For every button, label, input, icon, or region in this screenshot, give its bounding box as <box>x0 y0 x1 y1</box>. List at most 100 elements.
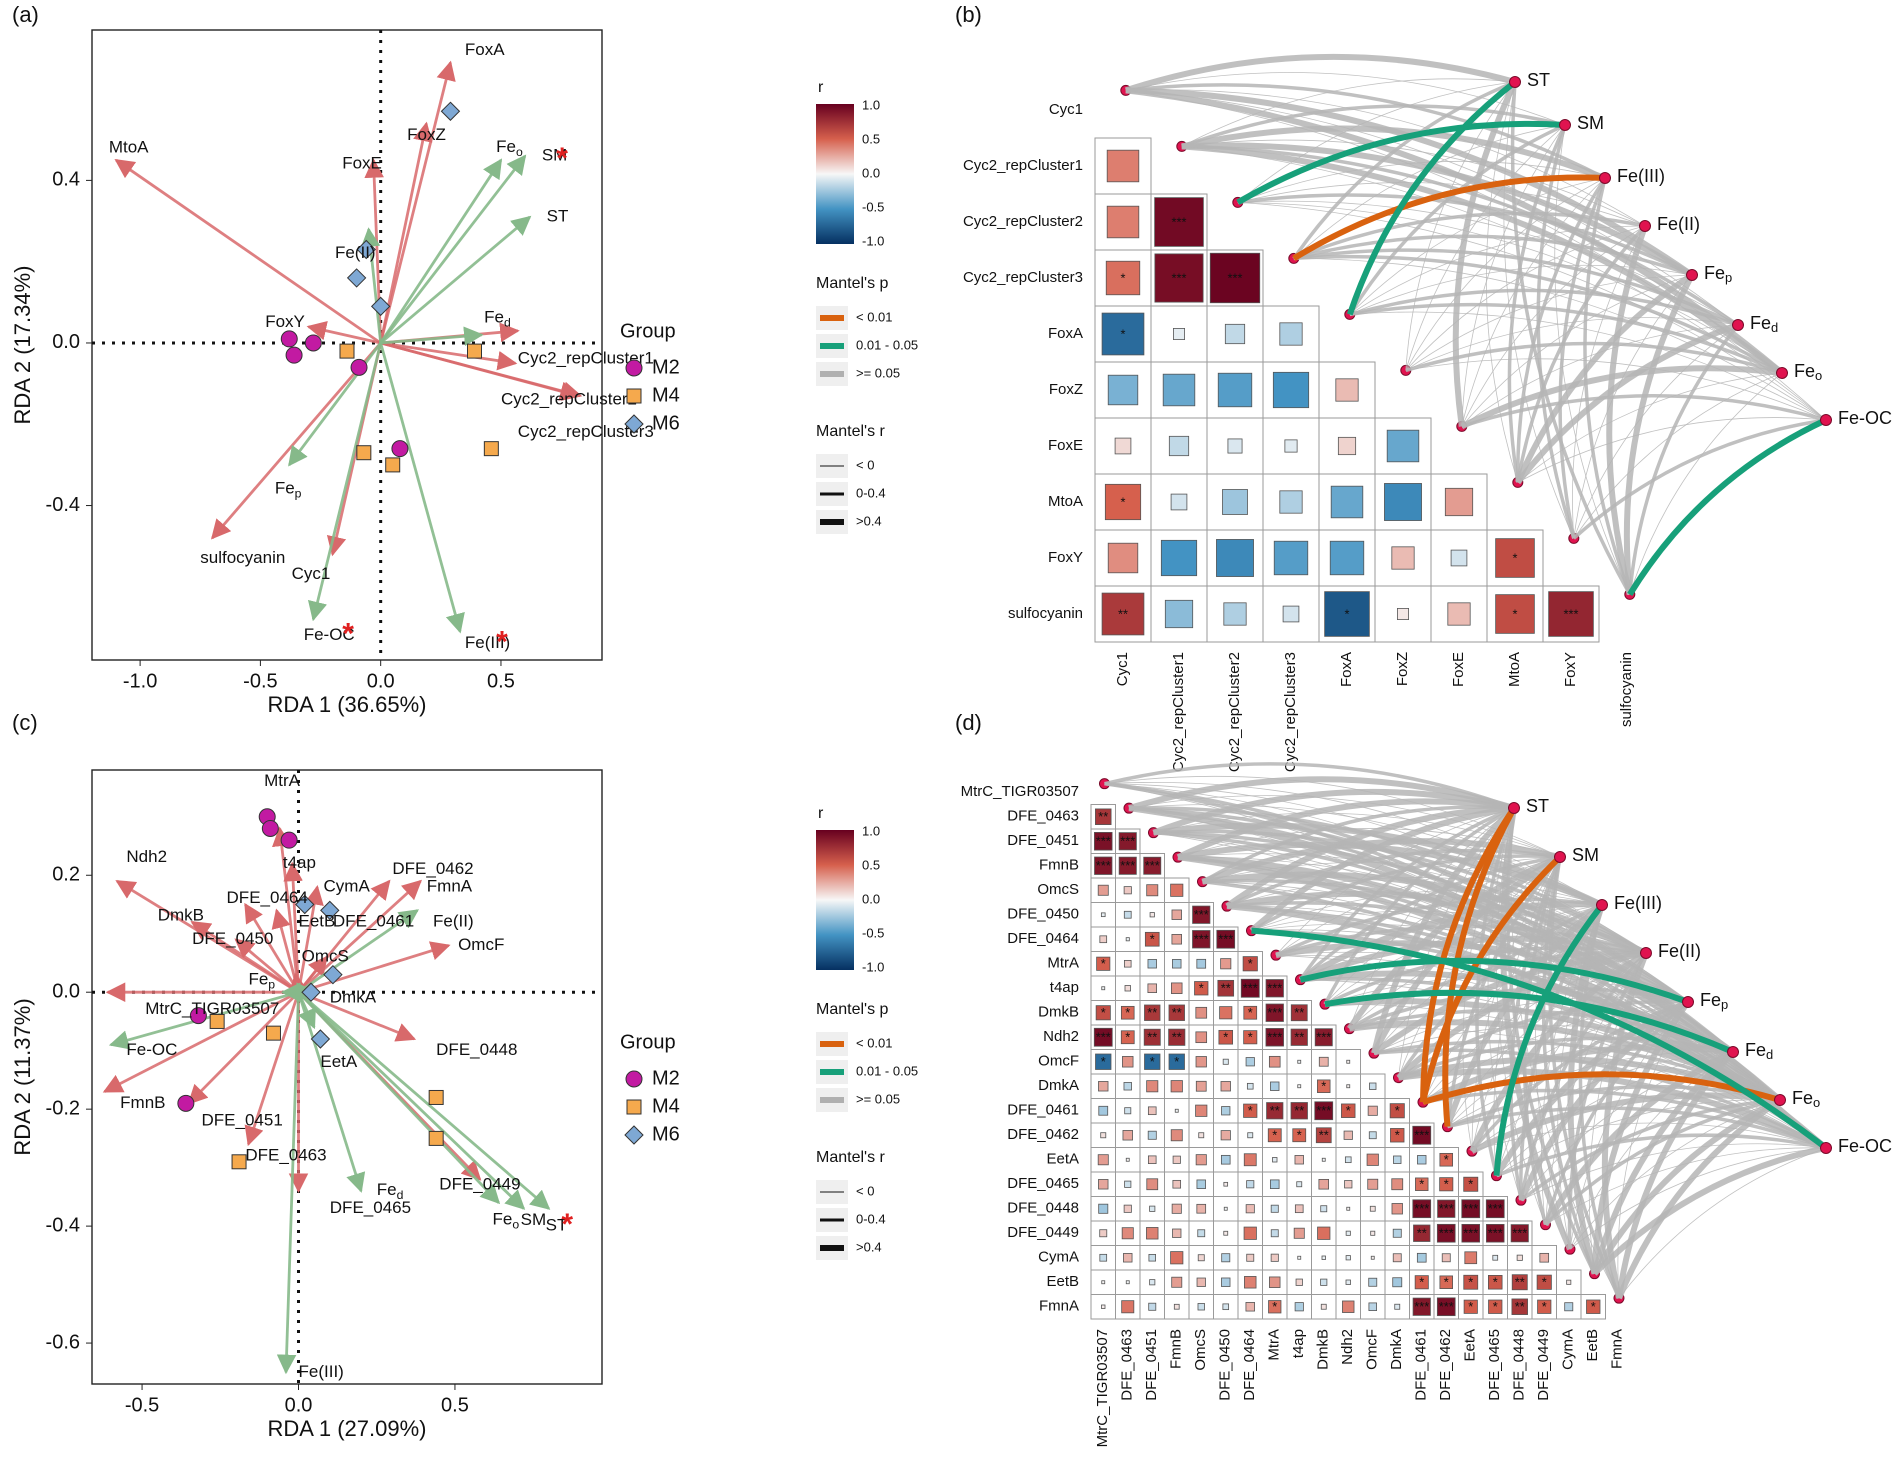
arrow-label: Fe(III) <box>299 1362 344 1381</box>
heatmap-cell <box>1269 1276 1281 1288</box>
mantel-link <box>1470 1092 1781 1154</box>
column-label: DmkA <box>1388 1329 1405 1370</box>
heatmap-cell <box>1265 979 1284 998</box>
significance-star: * <box>496 626 508 659</box>
heatmap-cell <box>1124 985 1131 992</box>
heatmap-cell <box>1320 1278 1328 1286</box>
significance-star: * <box>1125 1030 1130 1045</box>
label-base: Fe <box>1704 263 1725 283</box>
heatmap-cell <box>1118 832 1137 851</box>
env-node <box>1596 899 1608 911</box>
env-node <box>1509 76 1521 88</box>
label-base: Fe(III) <box>1614 893 1662 913</box>
heatmap-cell <box>1216 539 1254 577</box>
p-legend-entry: 0.01 - 0.05 <box>856 337 918 352</box>
point-m2 <box>391 440 409 458</box>
mantel-link <box>1177 828 1561 858</box>
heatmap-cell <box>1272 1157 1278 1163</box>
point-m6 <box>320 900 340 921</box>
heatmap-cell <box>1101 986 1106 991</box>
heatmap-cell <box>1172 959 1182 969</box>
column-label: Cyc2_repCluster3 <box>1282 652 1299 772</box>
mantel-link <box>1153 829 1647 955</box>
mantel-link <box>1125 89 1646 227</box>
column-label: DFE_0448 <box>1511 1329 1528 1401</box>
env-node <box>1686 269 1698 281</box>
env-node-label: SM <box>1572 845 1599 865</box>
heatmap-cell <box>1320 1205 1328 1213</box>
env-node <box>1727 1046 1739 1058</box>
point-m6 <box>323 964 343 985</box>
point-m4 <box>428 1089 444 1105</box>
heatmap-cell <box>1270 1253 1279 1262</box>
heatmap-cell <box>1439 1152 1454 1167</box>
significance-star: *** <box>1463 1226 1478 1241</box>
heatmap-cell <box>1320 1303 1327 1310</box>
colorbar-tick: 0.0 <box>862 891 880 906</box>
heatmap-cell <box>1369 1205 1376 1212</box>
arrow-label: DFE_0449 <box>439 1175 520 1194</box>
row-label: Cyc2_repCluster2 <box>963 213 1083 230</box>
heatmap-cell <box>1270 1081 1280 1091</box>
heatmap-cell <box>1488 1275 1503 1290</box>
heatmap-cell <box>1104 483 1142 521</box>
significance-star: *** <box>1194 932 1209 947</box>
mantel-link <box>1104 783 1827 1149</box>
mantel-link <box>1507 124 1567 483</box>
heatmap-cell <box>1168 1053 1185 1070</box>
heatmap-cell <box>1118 856 1137 875</box>
mantel-link <box>1618 1147 1827 1299</box>
mantel-link <box>1569 1147 1827 1250</box>
significance-star: ** <box>1118 606 1128 621</box>
heatmap-cell <box>1284 439 1298 453</box>
row-label: MtoA <box>1048 493 1083 510</box>
significance-star: * <box>1542 1275 1547 1290</box>
heatmap-cell <box>1268 1055 1281 1068</box>
heatmap-cell <box>1317 1226 1331 1240</box>
mantel-link <box>1153 822 1604 908</box>
legend-title: Group <box>620 1031 676 1053</box>
mantel-link <box>1181 78 1516 147</box>
heatmap-cell <box>1463 1274 1479 1290</box>
heatmap-cell-frame <box>1139 1269 1165 1295</box>
x-tick-label: 0.5 <box>441 1394 469 1416</box>
mantel-link <box>1405 225 1646 371</box>
heatmap-cell <box>1511 1298 1528 1315</box>
heatmap-cell <box>1270 1204 1279 1213</box>
heatmap-cell <box>1344 1180 1353 1189</box>
significance-star: * <box>1419 1275 1424 1290</box>
mantel-link <box>1324 1003 1827 1149</box>
gene-arrow <box>211 342 382 540</box>
heatmap-cell <box>1242 956 1258 972</box>
heatmap-cell <box>1094 856 1113 875</box>
heatmap-cell <box>1171 1203 1182 1214</box>
row-label: FmnB <box>1039 857 1079 874</box>
row-label: sulfocyanin <box>1008 605 1083 622</box>
arrow-label: Cyc1 <box>292 564 331 583</box>
heatmap-cell <box>1096 956 1111 971</box>
significance-star: * <box>342 618 354 651</box>
significance-star: ** <box>1147 1030 1157 1045</box>
heatmap-cell <box>1243 1226 1257 1240</box>
heatmap-cell <box>1220 1081 1231 1092</box>
heatmap-cell <box>1125 1280 1130 1285</box>
gene-arrow <box>187 991 300 1105</box>
arrow-label-sub: Fed <box>377 1181 404 1203</box>
heatmap-cell <box>1146 1080 1159 1093</box>
significance-star: * <box>556 142 568 175</box>
heatmap-cell <box>1314 1101 1334 1121</box>
arrow-label: Cyc2_repCluster2 <box>501 389 637 408</box>
p-legend-entry: < 0.01 <box>856 1035 893 1050</box>
heatmap-cell <box>1343 1130 1353 1140</box>
env-node <box>1554 851 1566 863</box>
y-tick-label: 0.4 <box>52 169 80 191</box>
heatmap-cell <box>1114 437 1132 455</box>
heatmap-cell <box>1197 1254 1205 1262</box>
significance-star: * <box>1272 1299 1277 1314</box>
mantel-link <box>1496 1099 1781 1177</box>
heatmap-cell <box>1162 373 1196 407</box>
significance-star: ** <box>1221 981 1231 996</box>
legend-marker-m2 <box>625 1070 643 1088</box>
heatmap-cell <box>1317 1079 1331 1093</box>
column-label: EetB <box>1584 1329 1601 1362</box>
